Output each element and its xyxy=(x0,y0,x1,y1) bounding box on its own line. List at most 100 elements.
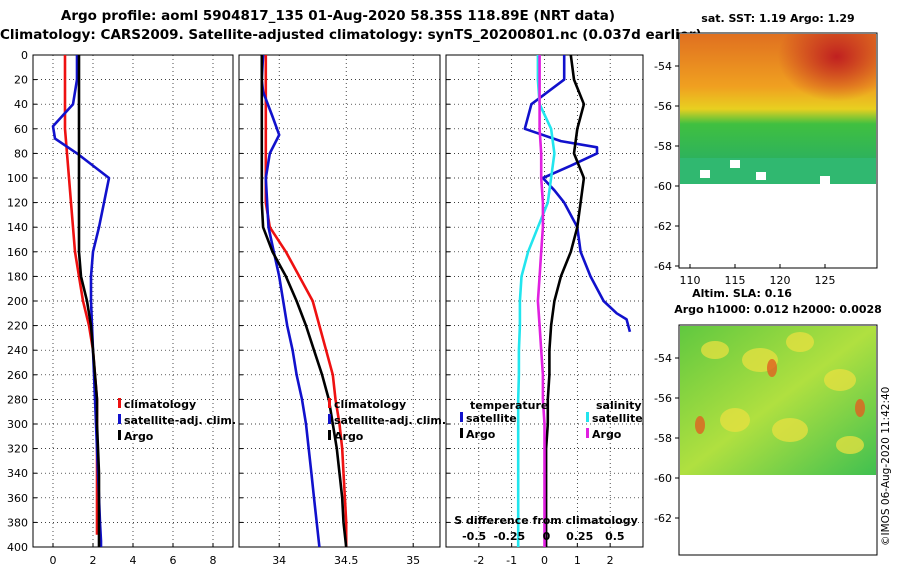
profile-panel-1: 0 2 4 6 8 climatology satellite-adj. clim. Argo xyxy=(32,54,236,567)
secondary-tick-label: 0.25 xyxy=(566,530,593,543)
depth-tick-label: 340 xyxy=(7,467,28,480)
legend-label: Argo xyxy=(124,430,154,443)
x-tick-label: 34.5 xyxy=(334,554,359,567)
legend-label: satellite xyxy=(466,412,517,425)
sla-anomaly-blob xyxy=(701,341,729,359)
depth-tick-label: 400 xyxy=(7,541,28,554)
legend-label: Argo xyxy=(592,428,622,441)
sla-peak xyxy=(767,359,777,377)
legend-swatch xyxy=(328,414,331,424)
chart-title-line1: Argo profile: aoml 5904817_135 01-Aug-20… xyxy=(60,8,616,24)
x-tick-label: -2 xyxy=(473,554,484,567)
depth-tick-label: 260 xyxy=(7,369,28,382)
legend-label: climatology xyxy=(334,398,406,411)
sst-data-gap xyxy=(730,160,740,168)
secondary-tick-label: -0.25 xyxy=(493,530,525,543)
x-tick-label: 8 xyxy=(210,554,217,567)
x-tick-label: -1 xyxy=(506,554,517,567)
sst-cold-band xyxy=(680,158,876,184)
x-tick-label: 6 xyxy=(170,554,177,567)
map-y-tick-label: -54 xyxy=(654,60,672,73)
sst-map-title: sat. SST: 1.19 Argo: 1.29 xyxy=(701,12,854,25)
profile-panel-2: 34 34.5 35 climatology satellite-adj. clim. A… xyxy=(238,54,446,567)
depth-tick-label: 20 xyxy=(14,74,28,87)
legend-swatch xyxy=(328,398,331,408)
legend-temperature-header: temperature xyxy=(470,399,548,412)
sst-data-gap xyxy=(700,170,710,178)
series-line-satellite-adj-clim- xyxy=(260,54,321,548)
sla-map-title-line1: Altim. SLA: 0.16 xyxy=(692,287,792,300)
legend-swatch xyxy=(118,398,121,408)
legend-swatch xyxy=(118,414,121,424)
sst-data-gap xyxy=(820,176,830,184)
depth-tick-label: 320 xyxy=(7,443,28,456)
chart-title-line2: Climatology: CARS2009. Satellite-adjuste… xyxy=(0,27,702,43)
map-y-tick-label: -54 xyxy=(654,352,672,365)
series-line-salinity-satellite xyxy=(516,55,556,547)
map-y-tick-label: -62 xyxy=(654,512,672,525)
legend-swatch xyxy=(118,430,121,440)
series-line-climatology xyxy=(264,55,348,547)
secondary-tick-label: 0 xyxy=(543,530,551,543)
depth-tick-label: 180 xyxy=(7,270,28,283)
secondary-tick-label: 0.5 xyxy=(605,530,625,543)
depth-tick-label: 100 xyxy=(7,172,28,185)
series-line-argo xyxy=(77,55,101,547)
map-y-tick-label: -56 xyxy=(654,100,672,113)
legend-swatch xyxy=(328,430,331,440)
sla-peak xyxy=(855,399,865,417)
secondary-axis-label: S difference from climatology xyxy=(454,514,638,527)
depth-tick-label: 280 xyxy=(7,393,28,406)
depth-tick-label: 160 xyxy=(7,246,28,259)
depth-tick-label: 240 xyxy=(7,344,28,357)
depth-tick-label: 360 xyxy=(7,492,28,505)
series-line-salinity-argo xyxy=(536,55,546,547)
series-line-temperature-satellite xyxy=(523,55,632,333)
x-tick-label: 2 xyxy=(607,554,614,567)
imos-credit: ©IMOS 06-Aug-2020 11:42:40 xyxy=(880,387,892,546)
map-y-tick-label: -58 xyxy=(654,140,672,153)
depth-tick-label: 140 xyxy=(7,221,28,234)
x-tick-label: 4 xyxy=(130,554,137,567)
map-x-tick-label: 120 xyxy=(770,274,791,287)
depth-tick-label: 200 xyxy=(7,295,28,308)
map-panel-1: -54 -56 -58 -60 -62 -64 sat. SST: 1.19 Argo: 1… xyxy=(654,12,878,287)
map-y-tick-label: -58 xyxy=(654,432,672,445)
map-y-tick-label: -64 xyxy=(654,260,672,273)
x-tick-label: 2 xyxy=(90,554,97,567)
map-x-tick-label: 110 xyxy=(680,274,701,287)
legend-label: satellite xyxy=(592,412,643,425)
legend-label: Argo xyxy=(466,428,496,441)
series-line-temperature-argo xyxy=(544,54,586,547)
map-y-tick-label: -62 xyxy=(654,220,672,233)
sla-anomaly-blob xyxy=(772,418,808,442)
series-line-argo xyxy=(260,55,348,548)
secondary-tick-label: -0.5 xyxy=(462,530,486,543)
legend-label: Argo xyxy=(334,430,364,443)
sla-anomaly-blob xyxy=(824,369,856,391)
map-y-tick-label: -60 xyxy=(654,472,672,485)
map-x-tick-label: 125 xyxy=(815,274,836,287)
legend-label: satellite-adj. clim. xyxy=(334,414,446,427)
sla-map-title-line2: Argo h1000: 0.012 h2000: 0.0028 xyxy=(674,303,882,316)
depth-tick-label: 80 xyxy=(14,147,28,160)
depth-tick-label: 380 xyxy=(7,516,28,529)
sst-data-gap xyxy=(756,172,766,180)
sla-peak xyxy=(695,416,705,434)
depth-tick-label: 60 xyxy=(14,123,28,136)
depth-tick-label: 300 xyxy=(7,418,28,431)
legend-swatch xyxy=(460,412,463,422)
legend-label: satellite-adj. clim. xyxy=(124,414,236,427)
map-panel-2: -54 -56 -58 -60 -62 xyxy=(654,324,878,556)
x-tick-label: 35 xyxy=(406,554,420,567)
legend-swatch xyxy=(586,412,589,422)
sla-anomaly-blob xyxy=(720,408,750,432)
x-tick-label: 34 xyxy=(272,554,286,567)
legend-swatch xyxy=(586,428,589,438)
x-tick-label: 0 xyxy=(541,554,548,567)
depth-tick-label: 40 xyxy=(14,98,28,111)
legend-swatch xyxy=(460,428,463,438)
legend-label: climatology xyxy=(124,398,196,411)
